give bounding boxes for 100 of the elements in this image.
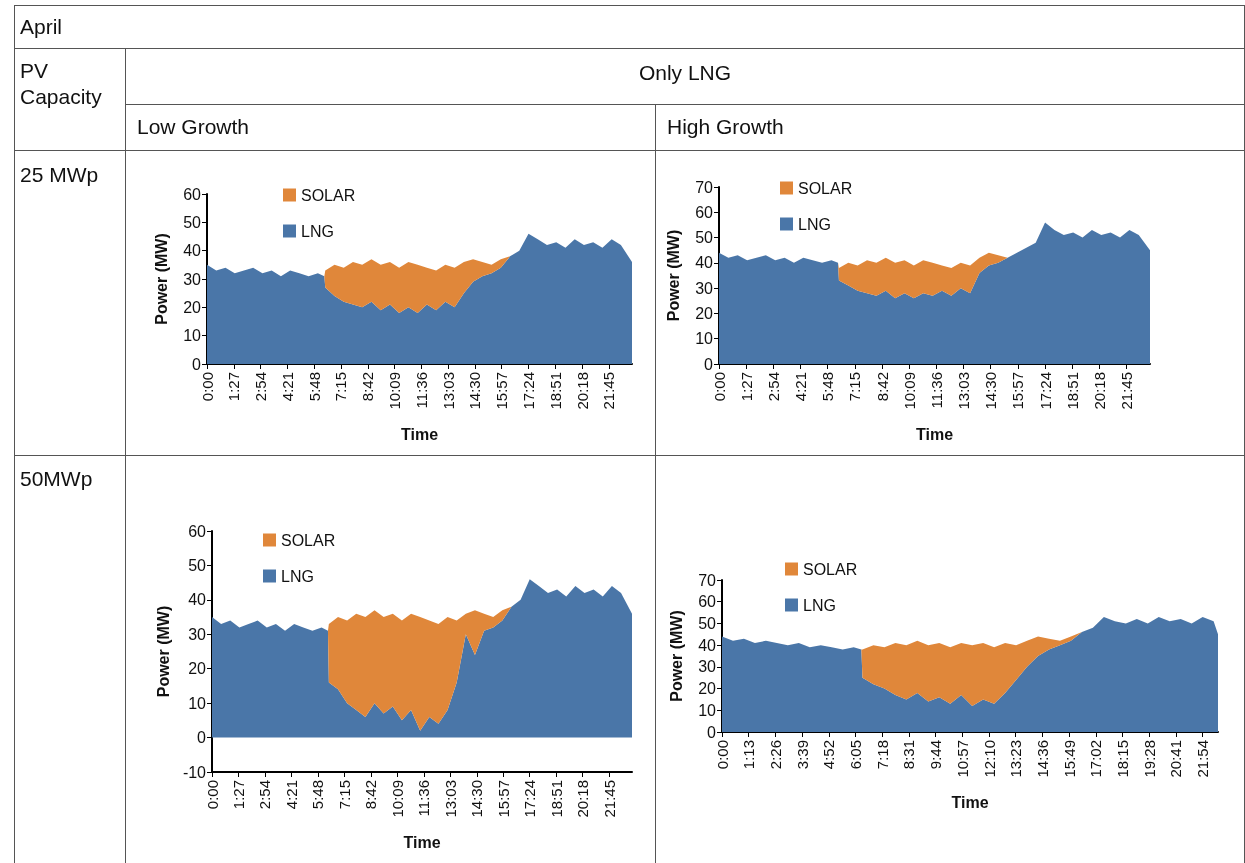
x-tick-label: 13:03 <box>955 372 973 410</box>
x-tick-label: 21:54 <box>1194 740 1212 778</box>
legend-label: LNG <box>803 596 836 614</box>
text: April <box>20 14 63 40</box>
x-tick-label: 18:51 <box>1063 372 1081 410</box>
x-tick-label: 21:45 <box>600 780 618 818</box>
x-tick-label: 13:03 <box>439 372 457 410</box>
y-tick-label: 70 <box>698 571 717 589</box>
x-tick-label: 15:57 <box>494 780 512 818</box>
legend-label: SOLAR <box>301 186 356 204</box>
x-tick-label: 2:54 <box>252 372 270 402</box>
legend-label: LNG <box>301 222 334 240</box>
y-tick-label: 30 <box>188 625 207 643</box>
y-tick-label: 40 <box>698 636 717 654</box>
text: PV Capacity <box>20 58 103 110</box>
x-tick-label: 14:30 <box>982 372 1000 410</box>
y-tick-label: 70 <box>695 178 714 196</box>
y-tick-label: 0 <box>704 355 714 373</box>
x-tick-label: 18:51 <box>547 780 565 818</box>
x-tick-label: 4:21 <box>282 780 300 810</box>
x-axis-title: Time <box>951 793 989 811</box>
x-axis-title: Time <box>915 425 954 443</box>
y-tick-label: 40 <box>183 242 202 260</box>
x-tick-label: 15:49 <box>1060 740 1078 778</box>
x-tick-label: 5:48 <box>819 372 837 402</box>
y-tick-label: 0 <box>197 729 207 747</box>
x-tick-label: 3:39 <box>793 740 811 770</box>
x-axis-title: Time <box>403 833 441 851</box>
y-tick-label: 30 <box>183 270 202 288</box>
legend-label: SOLAR <box>281 531 336 549</box>
y-axis-title: Power (MW) <box>152 233 170 325</box>
y-tick-label: 20 <box>183 298 202 316</box>
x-tick-label: 5:48 <box>309 780 327 810</box>
x-tick-label: 6:05 <box>847 740 865 770</box>
y-tick-label: 20 <box>188 660 207 678</box>
x-tick-label: 8:42 <box>359 372 377 402</box>
y-tick-label: 10 <box>188 694 207 712</box>
y-tick-label: 0 <box>707 723 717 741</box>
x-tick-label: 4:21 <box>792 372 810 402</box>
x-tick-label: 2:54 <box>256 780 274 810</box>
x-tick-label: 18:51 <box>546 372 564 410</box>
x-tick-label: 10:09 <box>388 780 406 818</box>
x-tick-label: 20:18 <box>574 780 592 818</box>
x-tick-label: 11:36 <box>412 372 430 409</box>
x-tick-label: 13:03 <box>441 780 459 818</box>
x-tick-label: 0:00 <box>713 740 731 770</box>
x-tick-label: 21:45 <box>1118 372 1136 410</box>
x-tick-label: 1:27 <box>737 372 755 402</box>
x-tick-label: 10:09 <box>386 372 404 410</box>
y-tick-label: -10 <box>182 763 207 781</box>
x-tick-label: 7:18 <box>873 740 891 770</box>
y-axis-title: Power (MW) <box>667 610 685 702</box>
text: High Growth <box>667 114 784 140</box>
y-tick-label: 50 <box>183 213 202 231</box>
text: 50MWp <box>20 466 93 492</box>
text: 25 MWp <box>20 162 99 188</box>
y-tick-label: 20 <box>698 680 717 698</box>
x-tick-label: 10:09 <box>900 372 918 410</box>
x-tick-label: 18:15 <box>1114 740 1132 778</box>
x-tick-label: 8:42 <box>873 372 891 402</box>
x-tick-label: 14:36 <box>1033 740 1051 778</box>
x-tick-label: 7:15 <box>335 780 353 810</box>
x-tick-label: 0:00 <box>198 372 216 402</box>
y-tick-label: 40 <box>188 591 207 609</box>
x-axis-title: Time <box>400 425 439 443</box>
y-tick-label: 60 <box>698 593 717 611</box>
x-tick-label: 20:41 <box>1167 740 1185 778</box>
x-tick-label: 15:57 <box>493 372 511 410</box>
x-tick-label: 8:31 <box>900 740 918 770</box>
x-tick-label: 17:24 <box>1036 372 1054 410</box>
x-tick-label: 1:13 <box>740 740 758 770</box>
legend-label: SOLAR <box>803 560 858 578</box>
y-tick-label: 10 <box>695 330 714 348</box>
y-axis-title: Power (MW) <box>664 229 682 322</box>
y-tick-label: 30 <box>695 279 714 297</box>
x-tick-label: 21:45 <box>600 372 618 410</box>
y-tick-label: 60 <box>183 185 202 203</box>
legend-label: SOLAR <box>798 179 853 197</box>
y-tick-label: 10 <box>698 701 717 719</box>
x-tick-label: 9:44 <box>927 740 945 770</box>
x-tick-label: 7:15 <box>332 372 350 402</box>
y-tick-label: 60 <box>695 203 714 221</box>
y-tick-label: 50 <box>698 614 717 632</box>
x-tick-label: 11:36 <box>927 372 945 409</box>
x-tick-label: 17:02 <box>1087 740 1105 778</box>
x-tick-label: 11:36 <box>415 780 433 817</box>
legend-label: LNG <box>281 567 314 585</box>
text: Low Growth <box>137 114 250 140</box>
x-tick-label: 17:24 <box>521 780 539 818</box>
x-tick-label: 13:23 <box>1007 740 1025 778</box>
y-tick-label: 0 <box>192 355 202 373</box>
y-tick-label: 50 <box>188 556 207 574</box>
x-tick-label: 1:27 <box>225 372 243 402</box>
x-tick-label: 20:18 <box>573 372 591 410</box>
x-tick-label: 4:21 <box>278 372 296 402</box>
x-tick-label: 2:26 <box>766 740 784 770</box>
x-tick-label: 0:00 <box>203 780 221 810</box>
x-tick-label: 17:24 <box>520 372 538 410</box>
legend-label: LNG <box>798 215 831 233</box>
x-tick-label: 7:15 <box>846 372 864 402</box>
